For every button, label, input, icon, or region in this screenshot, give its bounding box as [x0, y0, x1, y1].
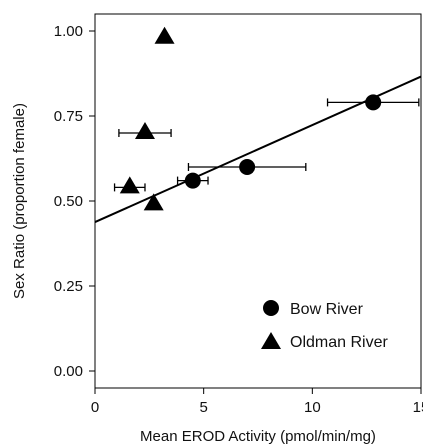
legend-marker-oldman-river: [261, 332, 281, 349]
data-point-oldman-river: [143, 193, 164, 211]
legend-label-oldman-river: Oldman River: [290, 334, 388, 351]
x-tick-label: 0: [91, 399, 99, 416]
y-tick-label: 0.75: [54, 108, 83, 125]
data-markers: [119, 26, 382, 211]
y-tick-label: 0.50: [54, 193, 83, 210]
data-point-bow-river: [184, 172, 201, 189]
x-axis-title: Mean EROD Activity (pmol/min/mg): [140, 428, 376, 445]
x-tick-label: 5: [199, 399, 207, 416]
y-axis-title: Sex Ratio (proportion female): [11, 103, 28, 299]
data-point-oldman-river: [134, 122, 155, 139]
x-tick-label: 15: [413, 399, 423, 416]
x-tick-label: 10: [304, 399, 321, 416]
legend: Bow River Oldman River: [261, 300, 388, 351]
data-point-oldman-river: [154, 26, 175, 44]
legend-label-bow-river: Bow River: [290, 301, 364, 318]
data-point-bow-river: [239, 159, 256, 175]
y-tick-label: 1.00: [54, 23, 83, 40]
x-axis: 0 5 10 15: [91, 388, 423, 416]
y-tick-label: 0.25: [54, 278, 83, 295]
data-point-bow-river: [365, 94, 382, 111]
y-axis: 0.00 0.25 0.50 0.75 1.00: [54, 23, 95, 380]
y-tick-label: 0.00: [54, 363, 83, 380]
legend-marker-bow-river: [263, 300, 279, 316]
data-point-oldman-river: [119, 176, 140, 194]
